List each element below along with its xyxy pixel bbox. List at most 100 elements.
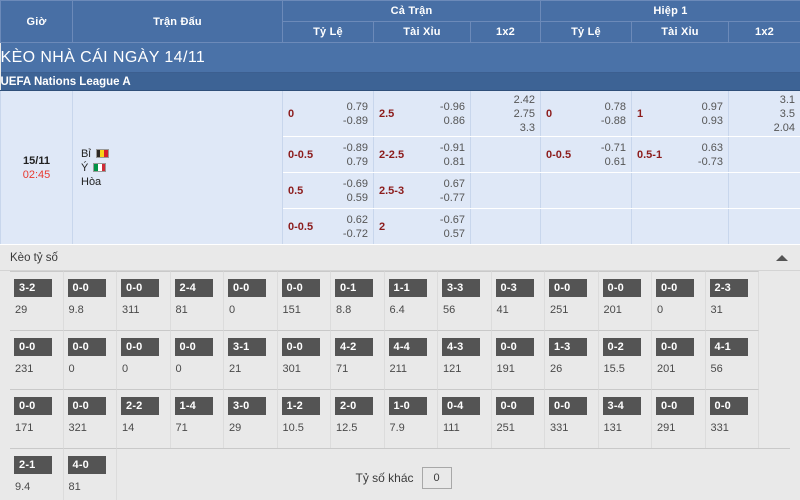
score-odds-value: 0 (122, 363, 129, 375)
score-odds-value: 201 (657, 363, 676, 375)
score-cell[interactable]: 0-0 171 (10, 389, 64, 448)
score-cell[interactable]: 4-2 71 (331, 330, 385, 389)
home-team[interactable]: Bỉ (81, 147, 282, 161)
ft-handicap-cell-1[interactable]: 0 0.79 -0.89 (282, 90, 374, 137)
score-odds-value: 81 (175, 304, 188, 316)
1h-handicap-cell-1[interactable]: 0 0.78 -0.88 (540, 90, 632, 137)
away-team[interactable]: Ý (81, 161, 282, 175)
ft-overunder-line-4: 2 (379, 220, 386, 233)
score-cell[interactable]: 4-1 56 (705, 330, 759, 389)
score-cell[interactable]: 0-0 151 (277, 271, 331, 330)
score-cell[interactable]: 0-0 321 (63, 389, 117, 448)
score-cell[interactable]: 1-4 71 (170, 389, 224, 448)
score-cell[interactable]: 0-0 9.8 (63, 271, 117, 330)
score-cell[interactable]: 4-3 121 (438, 330, 492, 389)
1h-handicap-cell-2[interactable]: 0-0.5 -0.71 0.61 (540, 136, 632, 173)
score-cell[interactable]: 0-2 15.5 (598, 330, 652, 389)
1h-overunder-cell-2[interactable]: 0.5-1 0.63 -0.73 (631, 136, 729, 173)
score-cell[interactable]: 0-0 331 (705, 389, 759, 448)
ft-1x2-cell-1[interactable]: 2.42 2.75 3.3 (470, 90, 541, 137)
score-chip: 0-0 (495, 397, 534, 415)
score-cell[interactable]: 0-0 201 (598, 271, 652, 330)
score-chip: 0-0 (656, 397, 694, 415)
score-chip: 0-0 (656, 338, 694, 356)
score-cell[interactable]: 2-0 12.5 (331, 389, 385, 448)
score-chip: 1-1 (388, 279, 427, 297)
score-cell[interactable]: 0-0 251 (545, 271, 599, 330)
score-cell[interactable]: 0-0 231 (10, 330, 64, 389)
league-name[interactable]: UEFA Nations League A (0, 72, 800, 91)
chevron-up-icon[interactable] (776, 254, 788, 261)
score-chip: 0-0 (67, 338, 106, 356)
score-odds-value: 81 (68, 481, 81, 493)
score-cell[interactable]: 0-0 0 (652, 271, 706, 330)
score-chip: 0-0 (67, 279, 106, 297)
score-cell[interactable]: 0-0 0 (63, 330, 117, 389)
score-cell[interactable]: 1-3 26 (545, 330, 599, 389)
score-cell[interactable]: 1-0 7.9 (384, 389, 438, 448)
score-cell[interactable]: 0-0 311 (117, 271, 171, 330)
score-cell[interactable]: 3-2 29 (10, 271, 64, 330)
ft-overunder-cell-2[interactable]: 2-2.5 -0.91 0.81 (373, 136, 471, 173)
score-cell[interactable]: 0-0 0 (117, 330, 171, 389)
ft-overunder-over-3: 0.67 (443, 177, 465, 190)
score-cell[interactable]: 4-0 81 (63, 448, 117, 500)
away-team-flag-icon (93, 163, 107, 172)
score-chip: 1-4 (174, 397, 213, 415)
ft-overunder-under-1: 0.86 (443, 114, 465, 127)
correct-score-header[interactable]: Kèo tỷ số (0, 245, 800, 271)
score-cell[interactable]: 2-1 9.4 (10, 448, 64, 500)
score-cell[interactable]: 3-4 131 (598, 389, 652, 448)
score-cell[interactable]: 2-3 31 (705, 271, 759, 330)
ft-handicap-cell-3[interactable]: 0.5 -0.69 0.59 (282, 172, 374, 209)
ft-handicap-over-1: 0.79 (346, 100, 368, 113)
score-cell[interactable]: 1-2 10.5 (277, 389, 331, 448)
ft-overunder-cell-3[interactable]: 2.5-3 0.67 -0.77 (373, 172, 471, 209)
score-odds-value: 121 (443, 363, 462, 375)
score-cell[interactable]: 3-3 56 (438, 271, 492, 330)
score-cell[interactable]: 4-4 211 (384, 330, 438, 389)
score-cell[interactable]: 0-0 191 (491, 330, 545, 389)
score-chip: 2-2 (121, 397, 159, 415)
col-header-1h-handicap: Tỷ Lệ (540, 21, 632, 43)
score-cell[interactable]: 0-0 0 (170, 330, 224, 389)
score-chip: 0-0 (121, 279, 159, 297)
1h-overunder-cell-1[interactable]: 1 0.97 0.93 (631, 90, 729, 137)
other-score-value[interactable]: 0 (421, 467, 452, 489)
score-cell[interactable]: 0-0 331 (545, 389, 599, 448)
1h-handicap-cell-3 (540, 172, 632, 209)
score-cell[interactable]: 0-0 291 (652, 389, 706, 448)
away-team-name: Ý (81, 161, 89, 174)
1h-1x2-cell-1[interactable]: 3.1 3.5 2.04 (727, 90, 800, 137)
score-cell[interactable]: 0-0 301 (277, 330, 331, 389)
score-cell[interactable]: 2-4 81 (170, 271, 224, 330)
ft-handicap-cell-2[interactable]: 0-0.5 -0.89 0.79 (282, 136, 374, 173)
score-odds-value: 251 (550, 304, 569, 316)
score-chip: 2-0 (335, 397, 373, 415)
score-cell[interactable]: 0-0 251 (491, 389, 545, 448)
ft-1x2-away: 3.3 (519, 121, 535, 134)
score-cell[interactable]: 0-4 111 (438, 389, 492, 448)
ft-overunder-cell-1[interactable]: 2.5 -0.96 0.86 (373, 90, 471, 137)
score-odds-value: 9.8 (68, 304, 84, 316)
score-chip: 1-0 (388, 397, 427, 415)
score-cell[interactable]: 3-1 21 (224, 330, 278, 389)
score-cell[interactable]: 2-2 14 (117, 389, 171, 448)
1h-handicap-over-2: -0.71 (600, 141, 626, 154)
col-group-fulltime: Cả Trận (282, 0, 541, 22)
col-header-time: Giờ (0, 0, 73, 43)
score-cell[interactable]: 0-0 0 (224, 271, 278, 330)
score-cell[interactable]: 0-3 41 (491, 271, 545, 330)
score-cell[interactable]: 1-1 6.4 (384, 271, 438, 330)
score-cell[interactable]: 0-1 8.8 (331, 271, 385, 330)
score-odds-value: 331 (710, 422, 729, 434)
ft-handicap-under-2: 0.79 (346, 155, 368, 168)
score-odds-value: 15.5 (603, 363, 625, 375)
match-kickoff: 02:45 (22, 168, 51, 181)
1h-overunder-cell-4 (631, 208, 729, 245)
ft-handicap-cell-4[interactable]: 0-0.5 0.62 -0.72 (282, 208, 374, 245)
ft-overunder-cell-4[interactable]: 2 -0.67 0.57 (373, 208, 471, 245)
score-odds-value: 7.9 (389, 422, 405, 434)
score-cell[interactable]: 3-0 29 (224, 389, 278, 448)
score-cell[interactable]: 0-0 201 (652, 330, 706, 389)
